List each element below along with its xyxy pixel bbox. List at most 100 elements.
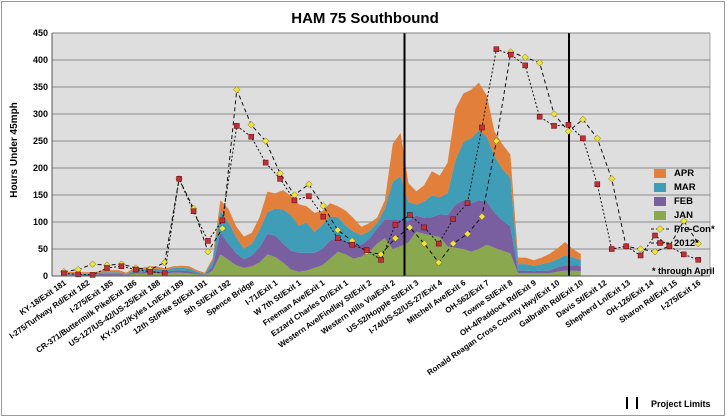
precon-marker bbox=[233, 86, 241, 94]
precon-marker bbox=[305, 180, 313, 188]
legend-label: JAN bbox=[674, 210, 693, 221]
marker-2012 bbox=[104, 265, 110, 271]
y-tick-label: 300 bbox=[33, 109, 48, 119]
legend-label: Pre-Con* bbox=[674, 224, 715, 235]
y-axis-title: Hours Under 45mph bbox=[9, 102, 20, 198]
marker-2012 bbox=[608, 246, 615, 252]
area-mar bbox=[63, 130, 581, 275]
precon-marker bbox=[218, 224, 227, 233]
marker-2012 bbox=[695, 257, 701, 263]
precon-marker bbox=[694, 239, 702, 248]
marker-2012 bbox=[234, 123, 240, 129]
area-jan bbox=[63, 231, 581, 276]
marker-2012 bbox=[464, 200, 471, 206]
precon-marker bbox=[579, 115, 587, 124]
precon-marker bbox=[319, 202, 327, 210]
y-tick-label: 250 bbox=[33, 136, 48, 146]
project-limits-label: Project Limits bbox=[651, 399, 711, 409]
y-tick-label: 0 bbox=[43, 271, 48, 281]
precon-marker bbox=[492, 137, 501, 145]
precon-marker bbox=[636, 245, 645, 253]
legend: APR MAR FEB JAN Pre-Con* 2012* bbox=[651, 168, 715, 249]
y-tick-label: 50 bbox=[38, 244, 48, 254]
precon-marker bbox=[680, 217, 688, 225]
legend-label: MAR bbox=[674, 182, 696, 193]
marker-2012 bbox=[421, 224, 428, 231]
precon-marker bbox=[478, 212, 486, 221]
marker-2012 bbox=[637, 252, 644, 259]
precon-marker bbox=[391, 234, 400, 242]
marker-2012 bbox=[392, 221, 399, 228]
marker-2012 bbox=[176, 176, 182, 182]
marker-2012 bbox=[75, 271, 81, 278]
marker-2012 bbox=[306, 193, 312, 199]
y-tick-label: 100 bbox=[33, 217, 48, 227]
marker-2012 bbox=[666, 243, 673, 250]
marker-2012 bbox=[594, 181, 601, 187]
marker-2012 bbox=[536, 113, 543, 120]
marker-2012 bbox=[291, 197, 298, 204]
precon-marker bbox=[88, 260, 97, 268]
marker-2012 bbox=[248, 133, 254, 140]
marker-2012 bbox=[161, 270, 168, 277]
line-precon bbox=[63, 51, 699, 273]
y-tick-label: 350 bbox=[33, 82, 48, 92]
precon-marker bbox=[550, 110, 558, 118]
precon-marker bbox=[406, 223, 414, 232]
marker-2012 bbox=[334, 235, 341, 241]
marker-2012 bbox=[551, 123, 557, 129]
legend-label: FEB bbox=[674, 196, 693, 207]
precon-marker bbox=[564, 127, 573, 135]
marker-2012 bbox=[349, 241, 355, 248]
precon-marker bbox=[247, 121, 255, 129]
precon-marker bbox=[204, 248, 212, 256]
legend-swatch bbox=[654, 211, 666, 220]
marker-2012 bbox=[652, 232, 658, 239]
marker-2012 bbox=[479, 124, 485, 131]
marker-2012 bbox=[190, 208, 197, 214]
marker-2012 bbox=[262, 159, 269, 166]
marker-2012 bbox=[565, 122, 572, 128]
legend-swatch bbox=[654, 183, 666, 192]
legend-note: * through April bbox=[652, 266, 715, 276]
marker-2012 bbox=[219, 217, 226, 224]
marker-2012 bbox=[363, 247, 370, 253]
precon-marker bbox=[449, 239, 457, 248]
legend-marker bbox=[657, 240, 663, 246]
y-tick-label: 200 bbox=[33, 163, 48, 173]
y-tick-label: 450 bbox=[33, 28, 48, 38]
project-limits-key: Project Limits bbox=[626, 397, 711, 409]
precon-marker bbox=[435, 258, 443, 267]
legend-label: APR bbox=[674, 168, 694, 179]
marker-2012 bbox=[205, 238, 211, 244]
marker-2012 bbox=[133, 266, 139, 273]
marker-2012 bbox=[493, 46, 500, 52]
marker-2012 bbox=[435, 240, 442, 247]
legend-label: 2012* bbox=[674, 238, 699, 249]
marker-2012 bbox=[623, 243, 629, 250]
marker-2012 bbox=[522, 62, 528, 69]
precon-marker bbox=[420, 239, 428, 248]
chart-title: HAM 75 Southbound bbox=[291, 10, 438, 27]
marker-2012 bbox=[508, 51, 514, 58]
precon-marker bbox=[521, 53, 529, 61]
y-tick-label: 150 bbox=[33, 190, 48, 200]
marker-2012 bbox=[277, 176, 283, 182]
precon-marker bbox=[535, 59, 544, 67]
marker-2012 bbox=[61, 270, 67, 277]
marker-2012 bbox=[407, 212, 413, 218]
marker-2012 bbox=[378, 257, 384, 263]
legend-swatch bbox=[654, 169, 666, 178]
marker-2012 bbox=[89, 272, 96, 278]
precon-marker bbox=[261, 137, 270, 145]
marker-2012 bbox=[450, 216, 456, 223]
marker-2012 bbox=[320, 213, 327, 220]
legend-marker bbox=[656, 225, 664, 233]
marker-2012 bbox=[118, 263, 125, 270]
precon-marker bbox=[608, 175, 616, 183]
marker-2012 bbox=[580, 135, 586, 142]
y-tick-label: 400 bbox=[33, 55, 48, 65]
legend-swatch bbox=[654, 197, 666, 206]
marker-2012 bbox=[147, 268, 154, 275]
